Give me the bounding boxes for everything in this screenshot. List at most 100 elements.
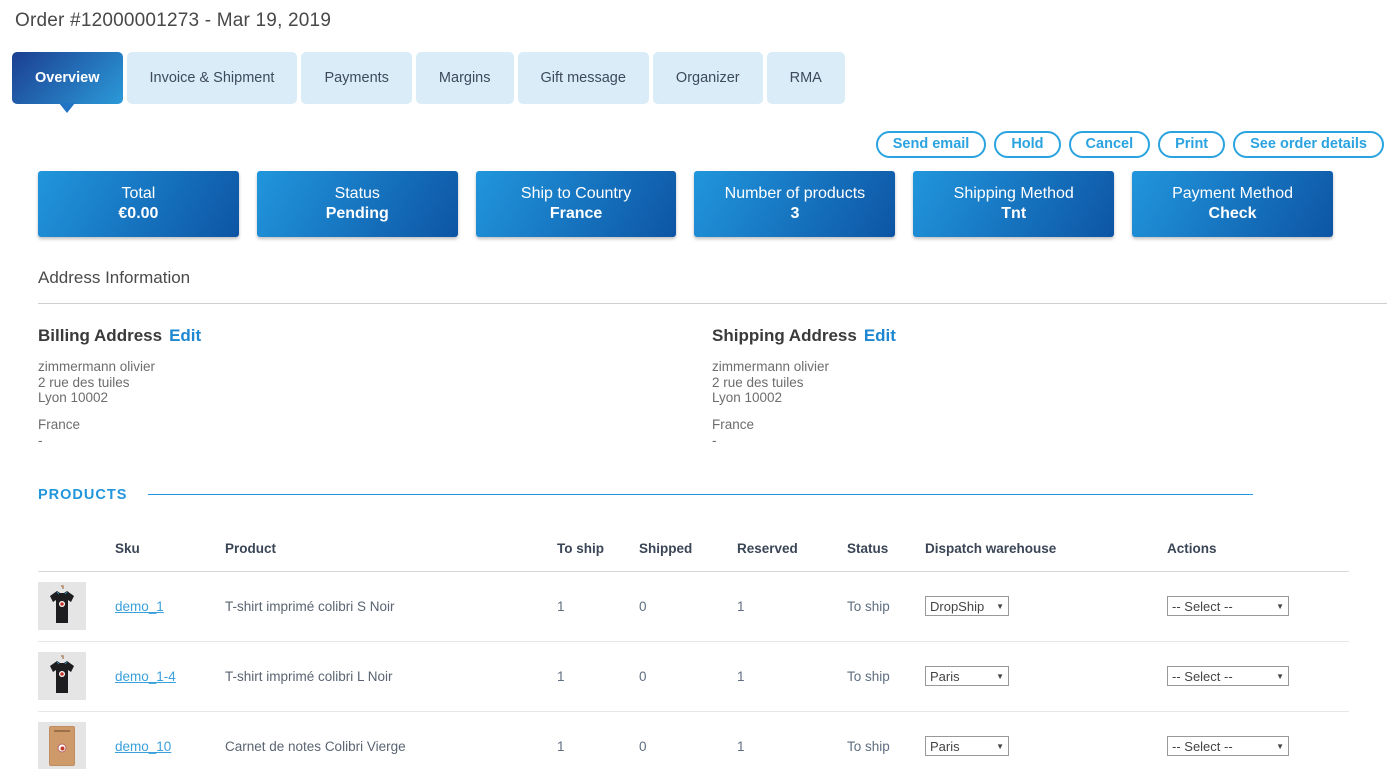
shipping-address-block: Shipping Address Edit zimmermann olivier … <box>712 326 1386 448</box>
status-value: To ship <box>847 598 890 614</box>
order-summary-cards: Total €0.00 Status Pending Ship to Count… <box>38 171 1333 237</box>
actions-select[interactable]: -- Select -- ▼ <box>1167 596 1289 616</box>
card-value: Tnt <box>1001 205 1027 222</box>
product-name: Carnet de notes Colibri Vierge <box>225 738 406 754</box>
col-to-ship: To ship <box>557 540 604 556</box>
address-information-heading: Address Information <box>38 268 191 287</box>
card-payment-method: Payment Method Check <box>1132 171 1333 237</box>
send-email-button[interactable]: Send email <box>875 131 987 158</box>
chevron-down-icon: ▼ <box>996 671 1004 681</box>
warehouse-select[interactable]: DropShip ▼ <box>925 596 1009 616</box>
warehouse-select[interactable]: Paris ▼ <box>925 736 1009 756</box>
col-product: Product <box>225 540 277 556</box>
tshirt-image <box>50 655 74 693</box>
shipping-address-edit-link[interactable]: Edit <box>863 326 896 345</box>
actions-select-value: -- Select -- <box>1172 668 1233 684</box>
card-total: Total €0.00 <box>38 171 239 237</box>
shipping-extra: - <box>712 432 717 448</box>
products-heading: PRODUCTS <box>38 486 128 503</box>
card-label: Total <box>121 185 156 202</box>
card-label: Status <box>334 185 380 202</box>
to-ship-value: 1 <box>557 668 565 684</box>
tab-invoice-shipment[interactable]: Invoice & Shipment <box>126 52 298 104</box>
table-row: demo_1 T-shirt imprimé colibri S Noir 1 … <box>38 572 1349 642</box>
shipped-value: 0 <box>639 738 647 754</box>
col-sku: Sku <box>115 540 140 556</box>
col-status: Status <box>847 540 889 556</box>
to-ship-value: 1 <box>557 598 565 614</box>
tab-label: Overview <box>35 70 100 86</box>
billing-address-heading: Billing Address <box>38 326 163 345</box>
col-warehouse: Dispatch warehouse <box>925 540 1057 556</box>
reserved-value: 1 <box>737 668 745 684</box>
products-divider <box>148 494 1253 495</box>
actions-select-value: -- Select -- <box>1172 598 1233 614</box>
chevron-down-icon: ▼ <box>996 741 1004 751</box>
product-thumbnail <box>38 652 86 700</box>
addresses: Billing Address Edit zimmermann olivier 2… <box>38 326 1387 448</box>
shipping-street: 2 rue des tuiles <box>712 374 804 390</box>
col-reserved: Reserved <box>737 540 798 556</box>
shipping-country: France <box>712 416 755 432</box>
billing-name: zimmermann olivier <box>38 359 156 374</box>
card-label: Payment Method <box>1172 185 1294 202</box>
shipping-name: zimmermann olivier <box>712 359 830 374</box>
shipping-city: Lyon 10002 <box>712 390 783 405</box>
card-label: Shipping Method <box>953 185 1074 202</box>
warehouse-select-value: Paris <box>930 738 960 754</box>
status-value: To ship <box>847 668 890 684</box>
warehouse-select-value: Paris <box>930 668 960 684</box>
card-value: Pending <box>325 205 389 222</box>
to-ship-value: 1 <box>557 738 565 754</box>
sku-link[interactable]: demo_1-4 <box>115 668 176 684</box>
tab-overview[interactable]: Overview <box>12 52 123 113</box>
print-button[interactable]: Print <box>1158 131 1226 158</box>
warehouse-select-value: DropShip <box>930 598 985 614</box>
section-divider <box>38 303 1387 304</box>
sku-link[interactable]: demo_10 <box>115 738 172 754</box>
billing-street: 2 rue des tuiles <box>38 374 130 390</box>
products-section-header: PRODUCTS <box>38 487 1387 503</box>
card-status: Status Pending <box>256 171 458 237</box>
page-title: Order #12000001273 - Mar 19, 2019 <box>15 10 332 31</box>
see-order-details-button[interactable]: See order details <box>1233 131 1384 158</box>
products-table: Sku Product To ship Shipped Reserved Sta… <box>38 541 1349 769</box>
status-value: To ship <box>847 738 890 754</box>
tab-rma[interactable]: RMA <box>766 52 845 104</box>
active-tab-pointer-icon <box>59 103 76 113</box>
billing-country: France <box>38 416 81 432</box>
chevron-down-icon: ▼ <box>996 601 1004 611</box>
col-actions: Actions <box>1167 540 1217 556</box>
tab-payments[interactable]: Payments <box>301 52 412 104</box>
card-label: Ship to Country <box>520 185 632 202</box>
chevron-down-icon: ▼ <box>1276 671 1284 681</box>
tshirt-image <box>50 585 74 623</box>
product-name: T-shirt imprimé colibri S Noir <box>225 598 395 614</box>
shipped-value: 0 <box>639 598 647 614</box>
tab-margins[interactable]: Margins <box>415 52 514 104</box>
product-name: T-shirt imprimé colibri L Noir <box>225 668 393 684</box>
sku-link[interactable]: demo_1 <box>115 598 164 614</box>
card-value: €0.00 <box>118 205 159 222</box>
billing-extra: - <box>38 432 43 448</box>
product-thumbnail <box>38 582 86 630</box>
card-label: Number of products <box>724 185 866 202</box>
order-actions-row: Send email Hold Cancel Print See order d… <box>0 131 1384 158</box>
actions-select[interactable]: -- Select -- ▼ <box>1167 736 1289 756</box>
tab-organizer[interactable]: Organizer <box>652 52 763 104</box>
shipped-value: 0 <box>639 668 647 684</box>
warehouse-select[interactable]: Paris ▼ <box>925 666 1009 686</box>
col-shipped: Shipped <box>639 540 693 556</box>
card-ship-to-country: Ship to Country France <box>475 171 677 237</box>
notebook-image <box>49 726 75 766</box>
shipping-address-heading: Shipping Address <box>712 326 857 345</box>
table-row: demo_1-4 T-shirt imprimé colibri L Noir … <box>38 642 1349 712</box>
actions-select[interactable]: -- Select -- ▼ <box>1167 666 1289 686</box>
tab-gift-message[interactable]: Gift message <box>517 52 649 104</box>
billing-address-edit-link[interactable]: Edit <box>169 326 202 345</box>
cancel-button[interactable]: Cancel <box>1068 131 1151 158</box>
hold-button[interactable]: Hold <box>994 131 1061 158</box>
billing-address-block: Billing Address Edit zimmermann olivier 2… <box>38 326 712 448</box>
chevron-down-icon: ▼ <box>1276 601 1284 611</box>
card-number-of-products: Number of products 3 <box>694 171 896 237</box>
